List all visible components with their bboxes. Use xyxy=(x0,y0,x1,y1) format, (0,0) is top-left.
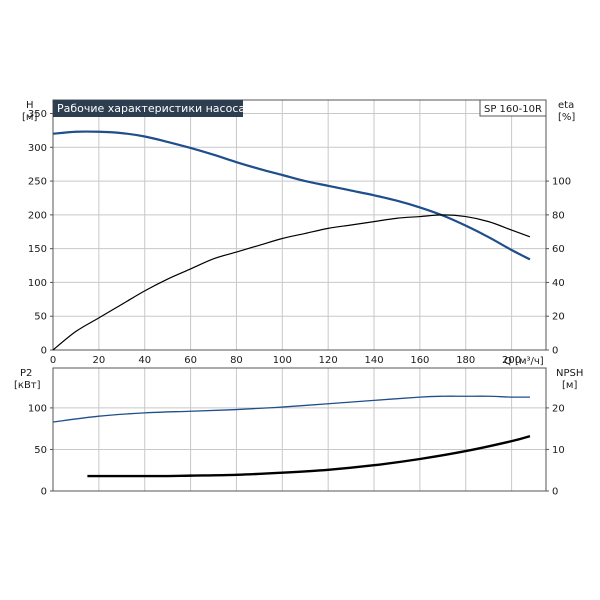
eta-tick-label: 60 xyxy=(552,244,565,255)
x-tick-label: 0 xyxy=(50,355,56,366)
h-tick-label: 200 xyxy=(28,210,47,221)
eta-tick-label: 40 xyxy=(552,278,565,289)
h-tick-label: 50 xyxy=(34,312,47,323)
eta-tick-label: 100 xyxy=(552,177,571,188)
h-tick-label: 250 xyxy=(28,177,47,188)
q-axis-title: Q [м³/ч] xyxy=(504,356,544,367)
npsh-tick-label: 10 xyxy=(552,445,565,456)
x-tick-label: 100 xyxy=(273,355,292,366)
eta-tick-label: 80 xyxy=(552,210,565,221)
model-box xyxy=(479,99,547,117)
npsh-axis-title: NPSH xyxy=(556,368,583,379)
title-box xyxy=(53,100,243,117)
h-tick-label: 0 xyxy=(41,346,47,357)
top-panel-grid xyxy=(52,100,546,350)
x-tick-label: 60 xyxy=(184,355,197,366)
h-axis-unit: [м] xyxy=(22,112,37,123)
npsh-curve xyxy=(87,434,531,478)
x-tick-label: 20 xyxy=(92,355,105,366)
eta-axis-title: eta xyxy=(558,100,574,111)
chart-title: Рабочие характеристики насоса xyxy=(57,102,245,115)
npsh-tick-label: 20 xyxy=(552,403,565,414)
p2-tick-label: 50 xyxy=(34,445,47,456)
h-axis-title: H xyxy=(26,100,34,111)
npsh-axis-unit: [м] xyxy=(562,380,577,391)
x-tick-label: 200 xyxy=(502,355,521,366)
bottom-panel-frame xyxy=(52,367,547,492)
h-tick-label: 350 xyxy=(28,109,47,120)
h-tick-label: 300 xyxy=(28,143,47,154)
npsh-tick-label: 0 xyxy=(552,487,558,498)
x-tick-label: 40 xyxy=(138,355,151,366)
p2-axis-title: P2 xyxy=(20,368,32,379)
top-panel-frame xyxy=(52,99,547,351)
x-tick-label: 80 xyxy=(230,355,243,366)
eta-tick-label: 20 xyxy=(552,312,565,323)
x-tick-label: 180 xyxy=(456,355,475,366)
efficiency-curve xyxy=(52,214,531,351)
model-label: SP 160-10R xyxy=(484,104,542,115)
p2-axis-unit: [кВт] xyxy=(14,380,41,391)
h-tick-label: 150 xyxy=(28,244,47,255)
head-curve xyxy=(52,130,531,261)
eta-tick-label: 0 xyxy=(552,346,558,357)
power-curve xyxy=(52,395,530,423)
x-tick-label: 140 xyxy=(364,355,383,366)
p2-tick-label: 0 xyxy=(41,487,47,498)
p2-tick-label: 100 xyxy=(28,403,47,414)
curves xyxy=(52,130,531,478)
h-tick-label: 100 xyxy=(28,278,47,289)
tick-labels: 0 20 40 60 80 100 120 140 160 180 2000501001502002… xyxy=(28,109,571,497)
x-tick-label: 160 xyxy=(410,355,429,366)
eta-axis-unit: [%] xyxy=(558,112,575,123)
x-tick-label: 120 xyxy=(319,355,338,366)
